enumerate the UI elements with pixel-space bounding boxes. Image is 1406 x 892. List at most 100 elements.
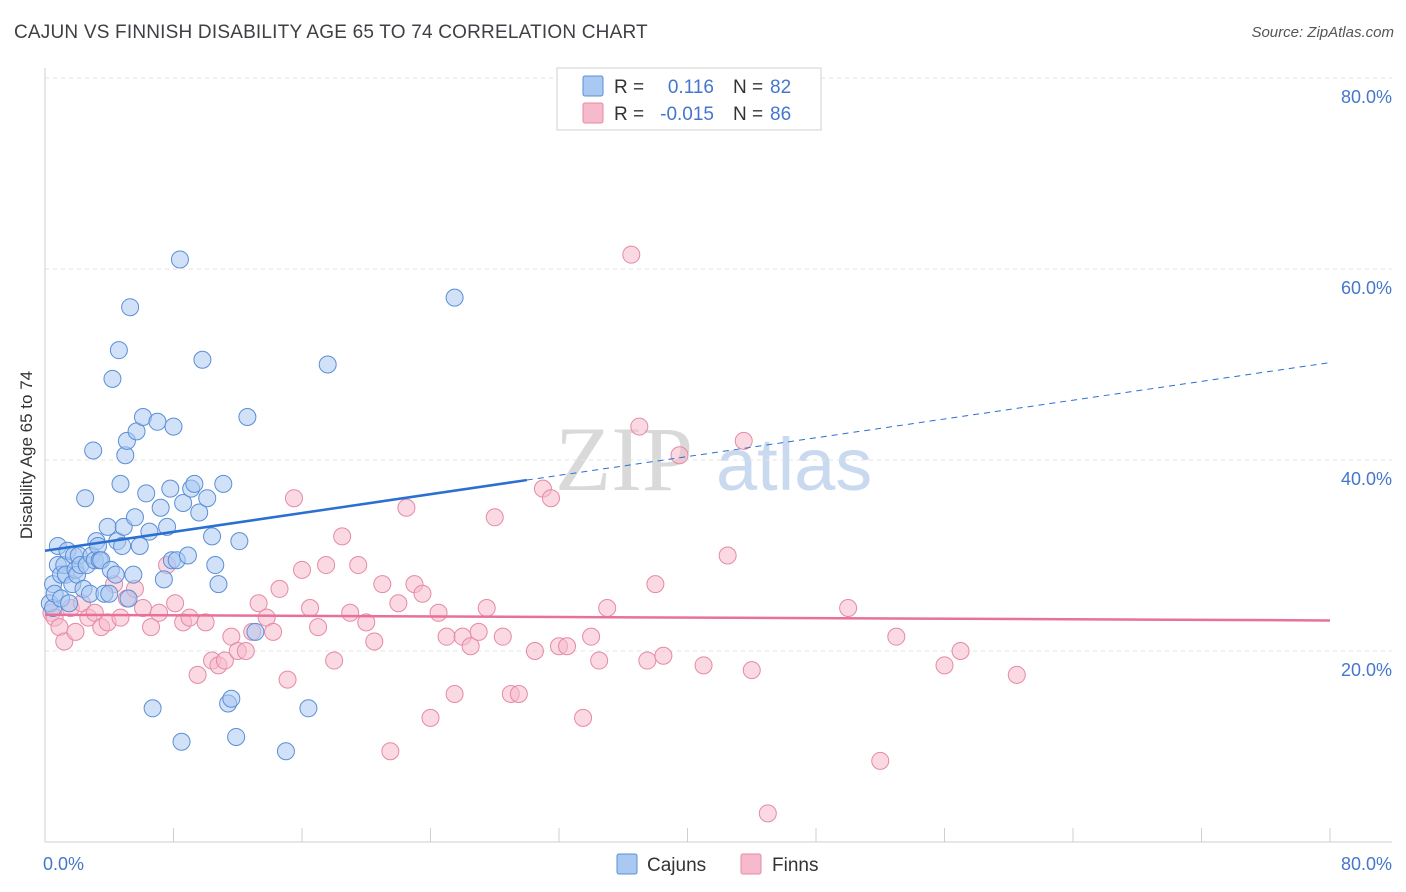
finn-point-12: [111, 608, 130, 627]
legend-finns-swatch: [582, 102, 604, 124]
cajun-point-38: [113, 536, 132, 555]
finn-point-72: [590, 651, 609, 670]
finn-point-37: [293, 560, 311, 579]
legend-r-value-finns: -0.015: [660, 104, 714, 125]
cajun-point-49: [137, 484, 156, 503]
cajun-point-58: [164, 417, 183, 436]
legend-bottom-cajuns-label: Cajuns: [647, 855, 706, 876]
cajun-point-19: [76, 489, 95, 508]
cajun-point-30: [98, 517, 117, 536]
finn-point-54: [429, 603, 448, 622]
finn-point-79: [670, 446, 689, 465]
cajun-point-37: [111, 474, 130, 493]
finn-point-83: [742, 661, 761, 680]
axes: [44, 68, 1392, 843]
cajun-point-74: [222, 689, 241, 708]
cajun-point-70: [206, 556, 225, 575]
cajun-point-80: [299, 699, 318, 718]
legend-n-label-2: N =: [733, 104, 763, 125]
finn-point-29: [236, 642, 255, 660]
cajuns-trend-line: [44, 478, 528, 552]
cajun-point-42: [119, 589, 138, 608]
finn-point-45: [357, 613, 376, 632]
finn-point-23: [196, 613, 215, 632]
finns-points: [42, 245, 1026, 823]
watermark: ZIP atlas: [555, 408, 872, 510]
x-tick-labels: 0.0% 80.0%: [43, 854, 1392, 874]
legend-r-label-2: R =: [614, 104, 644, 125]
y-tick-label-60: 60.0%: [1341, 278, 1392, 298]
cajun-point-67: [193, 350, 212, 369]
finn-point-38: [301, 599, 320, 618]
finn-point-21: [180, 608, 199, 627]
finn-point-53: [421, 708, 440, 727]
finn-point-74: [622, 245, 641, 264]
finn-point-64: [509, 684, 528, 703]
cajun-point-75: [227, 727, 246, 746]
cajun-point-36: [109, 341, 128, 360]
finn-point-52: [413, 584, 432, 603]
finn-point-61: [485, 508, 504, 527]
cajun-point-79: [276, 742, 295, 761]
finn-point-44: [349, 556, 368, 575]
legend-bottom-cajuns-swatch: [616, 853, 638, 875]
finn-point-65: [525, 642, 544, 660]
cajun-point-82: [445, 288, 464, 307]
cajun-point-43: [121, 298, 140, 317]
finn-point-17: [150, 603, 169, 622]
y-tick-label-20: 20.0%: [1341, 660, 1392, 680]
cajun-point-34: [106, 565, 125, 584]
finn-point-82: [734, 431, 753, 450]
cajun-point-60: [170, 250, 189, 269]
legend-bottom-finns-swatch: [740, 853, 762, 875]
finn-point-16: [142, 618, 161, 637]
source-label: Source: ZipAtlas.com: [1251, 24, 1394, 41]
finn-point-71: [582, 627, 601, 646]
finn-point-19: [166, 594, 185, 613]
chart-title: CAJUN VS FINNISH DISABILITY AGE 65 TO 74…: [14, 22, 648, 43]
finn-point-39: [309, 618, 328, 637]
legend-cajuns-swatch: [582, 75, 604, 97]
cajun-point-69: [203, 527, 222, 546]
finn-point-88: [935, 656, 954, 675]
y-tick-label-40: 40.0%: [1341, 469, 1392, 489]
finn-point-40: [317, 556, 336, 575]
finn-point-62: [493, 627, 512, 646]
cajun-point-33: [103, 369, 122, 388]
cajun-point-72: [214, 474, 233, 493]
finn-point-46: [365, 632, 384, 651]
legend-n-value-cajuns: 82: [770, 77, 791, 98]
finn-point-55: [437, 627, 456, 646]
finn-point-58: [461, 637, 480, 656]
finn-point-42: [333, 527, 352, 546]
cajun-point-11: [60, 594, 79, 613]
finn-point-77: [646, 575, 665, 594]
finn-point-43: [341, 603, 360, 622]
finn-point-31: [249, 594, 268, 613]
cajun-point-78: [246, 622, 265, 641]
finn-point-86: [871, 751, 890, 770]
cajun-point-45: [125, 508, 144, 527]
finn-point-48: [381, 742, 400, 761]
cajun-point-81: [318, 355, 337, 374]
finn-point-69: [558, 637, 577, 656]
finn-point-5: [66, 622, 85, 641]
finn-point-56: [445, 684, 464, 703]
finn-point-60: [477, 599, 496, 618]
cajun-point-62: [174, 493, 193, 512]
finn-point-26: [215, 651, 234, 670]
cajun-point-66: [190, 503, 209, 522]
cajun-point-53: [151, 498, 170, 517]
finn-point-73: [598, 599, 617, 618]
cajun-point-65: [185, 474, 204, 493]
finn-point-85: [839, 599, 858, 618]
cajun-point-31: [100, 584, 119, 603]
finn-point-22: [188, 665, 207, 684]
finn-point-67: [541, 489, 560, 508]
finn-point-33: [264, 622, 283, 641]
legend-n-label-1: N =: [733, 77, 763, 98]
cajun-point-76: [230, 532, 249, 551]
legend-bottom-finns-label: Finns: [772, 855, 818, 876]
finn-point-81: [718, 546, 737, 565]
